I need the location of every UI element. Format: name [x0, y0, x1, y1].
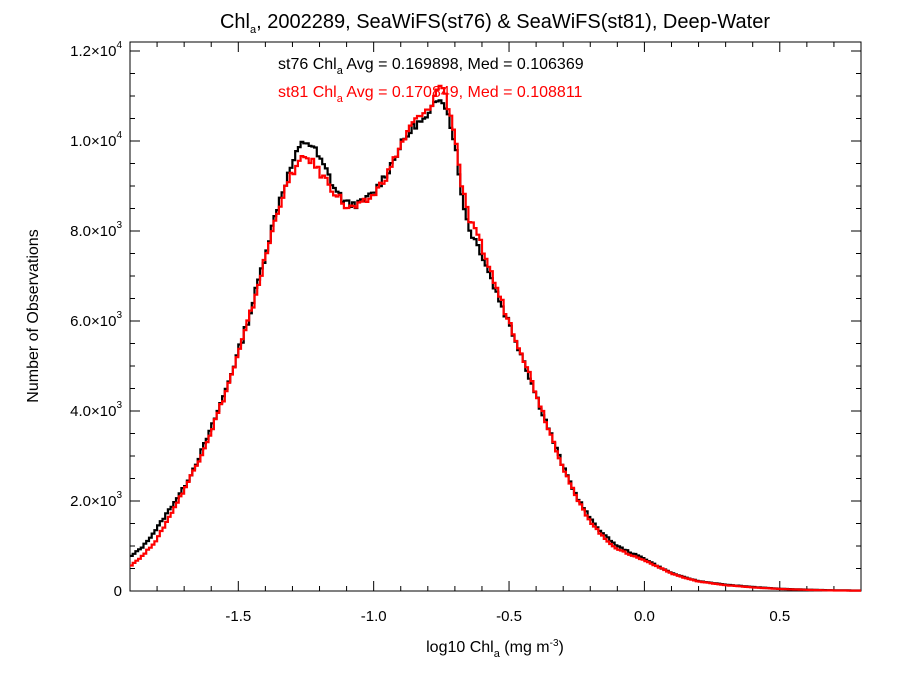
- x-tick-label: 0.5: [769, 608, 790, 625]
- y-axis-label: Number of Observations: [25, 229, 42, 402]
- series-line-0: [130, 99, 861, 592]
- y-tick-label: 6.0×103: [70, 310, 122, 330]
- y-tick-label: 0: [114, 583, 122, 600]
- chart-title: Chla, 2002289, SeaWiFS(st76) & SeaWiFS(s…: [220, 11, 770, 36]
- y-tick-label: 1.2×104: [70, 40, 122, 60]
- y-tick-label: 8.0×103: [70, 220, 122, 240]
- axis-ticks: -1.5 -1.0 -0.5 0.0 0.5 0 2.0×103 4.0×103 6.0×103…: [70, 40, 862, 625]
- x-axis-label: log10 Chla (mg m-3): [426, 638, 564, 660]
- series-line-1: [130, 84, 861, 592]
- x-tick-label: -1.0: [361, 608, 387, 625]
- legend-entry-st76: st76 Chla Avg = 0.169898, Med = 0.106369: [278, 56, 584, 77]
- y-tick-label: 2.0×103: [70, 490, 122, 510]
- plot-frame: [129, 41, 862, 592]
- x-tick-label: -0.5: [496, 608, 522, 625]
- x-tick-label: 0.0: [634, 608, 655, 625]
- legend-entry-st81: st81 Chla Avg = 0.170849, Med = 0.108811: [278, 84, 583, 105]
- series-layer: [130, 84, 861, 592]
- y-tick-label: 4.0×103: [70, 400, 122, 420]
- x-tick-label: -1.5: [225, 608, 251, 625]
- y-tick-label: 1.0×104: [70, 130, 122, 150]
